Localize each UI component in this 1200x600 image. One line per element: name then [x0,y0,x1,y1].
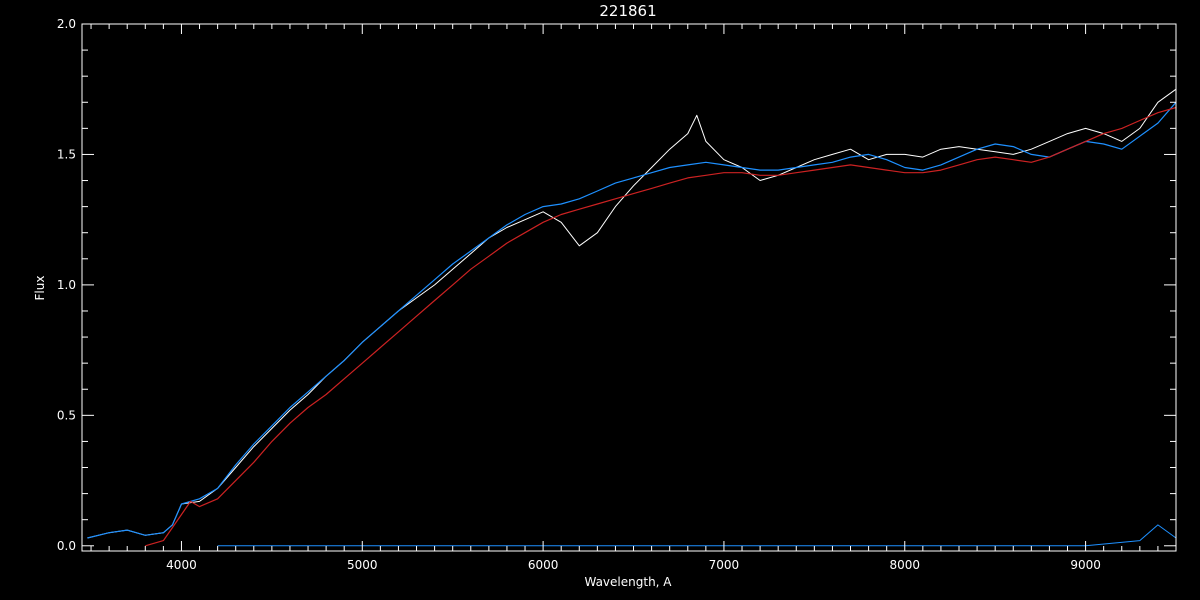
x-tick-label: 8000 [889,558,920,572]
x-tick-label: 7000 [709,558,740,572]
plot-frame [81,23,1177,552]
series-model-line [87,101,1177,539]
x-tick-label: 6000 [528,558,559,572]
tick-layer: 4000 5000 6000 7000 8000 9000 0.0 0.5 1.0 1.5 2.0 [57,17,1177,572]
series-smoothed-line [145,106,1177,547]
y-tick-label: 0.0 [57,539,76,553]
series-observed-line [87,88,1177,539]
y-tick-label: 1.5 [57,147,76,161]
chart-title: 221861 [599,2,656,20]
y-tick-label: 0.5 [57,408,76,422]
y-tick-label: 1.0 [57,278,76,292]
series-layer [87,88,1177,547]
x-axis-label: Wavelength, A [584,575,672,589]
y-axis-label: Flux [33,276,47,301]
x-tick-label: 5000 [347,558,378,572]
y-tick-label: 2.0 [57,17,76,31]
x-tick-label: 4000 [166,558,197,572]
x-tick-label: 9000 [1070,558,1101,572]
